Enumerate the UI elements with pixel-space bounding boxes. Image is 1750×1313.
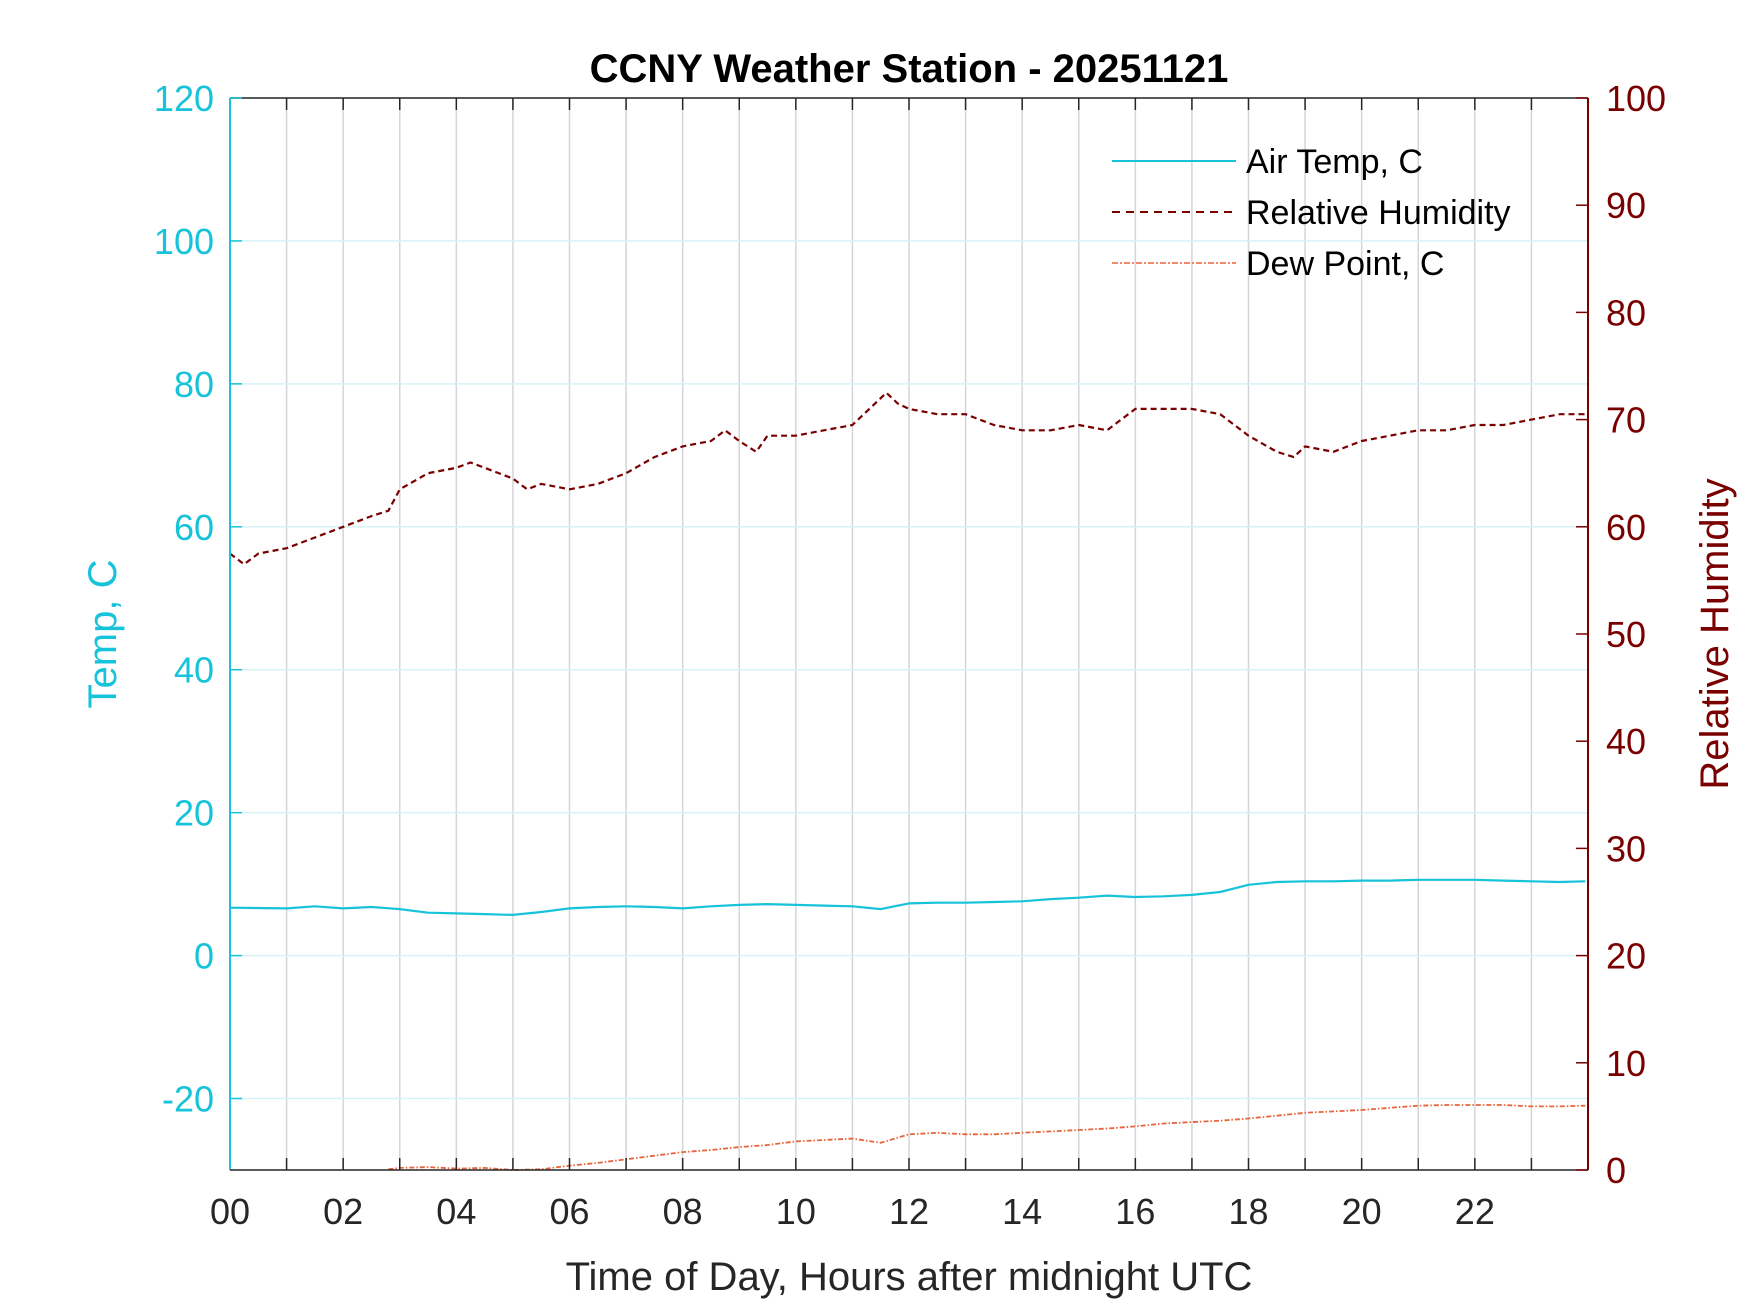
left-axis-label: Temp, C [81, 560, 125, 709]
right-tick-label: 100 [1606, 78, 1666, 119]
left-tick-label: 20 [174, 793, 214, 834]
chart-title: CCNY Weather Station - 20251121 [590, 47, 1229, 91]
right-tick-label: 50 [1606, 614, 1646, 655]
x-tick-label: 18 [1228, 1191, 1268, 1232]
series-line-air-temp-c [229, 878, 1586, 917]
x-tick-label: 20 [1342, 1191, 1382, 1232]
right-tick-label: 60 [1606, 507, 1646, 548]
x-tick-label: 16 [1115, 1191, 1155, 1232]
axes [229, 97, 1589, 1171]
x-tick-label: 14 [1002, 1191, 1042, 1232]
right-tick-label: 20 [1606, 936, 1646, 977]
series-layer [229, 391, 1586, 1171]
series-line-dew-point-c [388, 1104, 1586, 1171]
right-tick-label: 40 [1606, 721, 1646, 762]
series-line-relative-humidity [229, 391, 1586, 566]
legend: Air Temp, C Relative Humidity Dew Point,… [1112, 143, 1511, 283]
grid [230, 97, 1588, 1170]
tick-labels: 00 02 04 06 08 10 12 14 16 18 20 22120100806040200-… [154, 78, 1666, 1232]
right-axis-label: Relative Humidity [1693, 478, 1737, 789]
left-tick-label: 0 [194, 936, 214, 977]
x-tick-label: 02 [323, 1191, 363, 1232]
legend-label-air-temp: Air Temp, C [1246, 143, 1423, 181]
right-tick-label: 80 [1606, 292, 1646, 333]
left-tick-label: 120 [154, 78, 214, 119]
right-tick-label: 90 [1606, 185, 1646, 226]
left-tick-label: 40 [174, 650, 214, 691]
left-tick-label: -20 [162, 1079, 214, 1120]
right-tick-label: 70 [1606, 400, 1646, 441]
left-tick-label: 100 [154, 221, 214, 262]
x-tick-label: 10 [776, 1191, 816, 1232]
x-tick-label: 08 [663, 1191, 703, 1232]
right-tick-label: 30 [1606, 828, 1646, 869]
x-tick-label: 22 [1455, 1191, 1495, 1232]
right-tick-label: 0 [1606, 1150, 1626, 1191]
right-tick-label: 10 [1606, 1043, 1646, 1084]
x-tick-label: 00 [210, 1191, 250, 1232]
x-axis-label: Time of Day, Hours after midnight UTC [566, 1255, 1253, 1299]
x-tick-label: 12 [889, 1191, 929, 1232]
legend-label-dew-point: Dew Point, C [1246, 245, 1444, 283]
left-tick-label: 60 [174, 507, 214, 548]
legend-label-relative-humidity: Relative Humidity [1246, 194, 1511, 232]
x-tick-label: 04 [436, 1191, 476, 1232]
left-tick-label: 80 [174, 364, 214, 405]
x-tick-label: 06 [549, 1191, 589, 1232]
